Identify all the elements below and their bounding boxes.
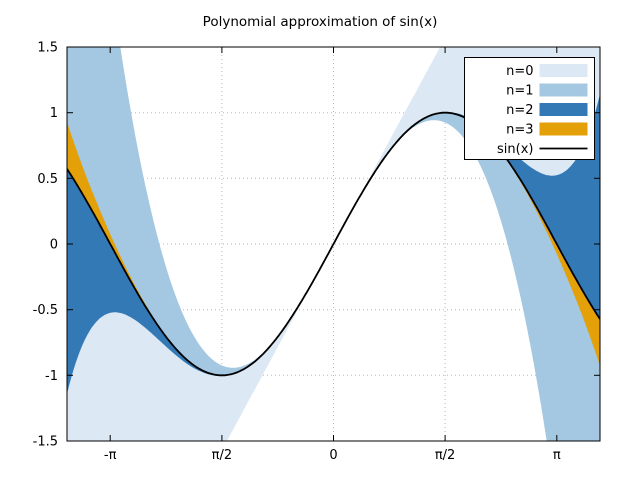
y-tick-label: 1.5 — [37, 41, 58, 56]
sin-line — [67, 111, 600, 377]
legend: n=0 n=1 n=2 n=3 sin(x) — [464, 57, 595, 160]
y-tick-label: 1 — [50, 106, 58, 121]
legend-swatch — [539, 122, 588, 136]
legend-swatch — [539, 103, 588, 116]
chart-plot: -π π/2 0 π/2 π -1.5 -1 -0.5 0 0.5 1 1.5 n=0 n=1 n=2 n=3… — [33, 41, 601, 463]
x-tick-label: π/2 — [435, 448, 455, 463]
legend-label: n=3 — [506, 123, 533, 138]
legend-label: n=1 — [506, 84, 533, 99]
y-tick-label: 0 — [50, 238, 58, 253]
x-tick-label: -π — [104, 448, 117, 463]
x-tick-label: 0 — [329, 448, 337, 463]
legend-label: n=0 — [506, 64, 533, 79]
legend-label: n=2 — [506, 103, 533, 118]
legend-label: sin(x) — [497, 142, 533, 157]
x-tick-label: π/2 — [212, 448, 232, 463]
y-tick-label: -1 — [45, 369, 58, 384]
y-tick-label: -1.5 — [33, 435, 58, 450]
y-tick-label: 0.5 — [37, 172, 58, 187]
x-tick-label: π — [553, 448, 561, 463]
band-n=1 — [67, 47, 600, 441]
chart-title: Polynomial approximation of sin(x) — [203, 14, 438, 30]
y-tick-label: -0.5 — [33, 303, 58, 318]
legend-swatch — [539, 83, 588, 97]
legend-swatch — [539, 64, 588, 77]
